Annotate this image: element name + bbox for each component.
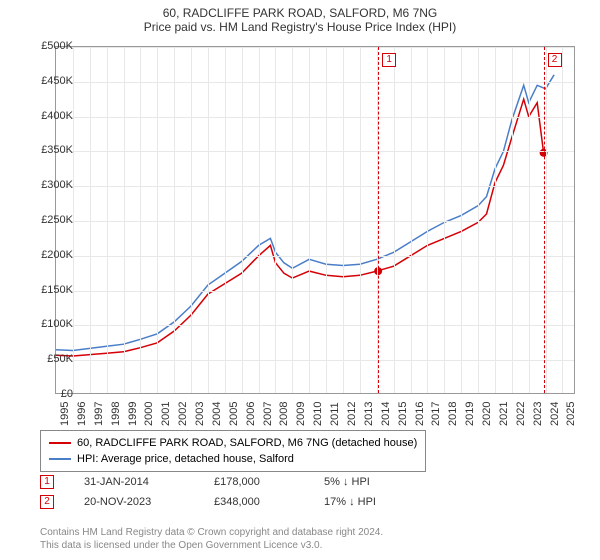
marker-vline [544,47,545,393]
chart-title-sub: Price paid vs. HM Land Registry's House … [0,20,600,34]
x-axis-label: 2000 [143,402,155,426]
marker-date: 31-JAN-2014 [84,472,184,492]
x-axis-label: 2005 [228,402,240,426]
x-axis-label: 2012 [346,402,358,426]
chart-plot-area: 12 [55,46,575,394]
x-axis-label: 2009 [295,402,307,426]
marker-data-table: 1 31-JAN-2014 £178,000 5% ↓ HPI 2 20-NOV-2023… [40,472,424,512]
table-row: 1 31-JAN-2014 £178,000 5% ↓ HPI [40,472,424,492]
y-axis-label: £200K [25,249,73,261]
y-axis-label: £350K [25,144,73,156]
table-row: 2 20-NOV-2023 £348,000 17% ↓ HPI [40,492,424,512]
x-axis-label: 2006 [245,402,257,426]
legend-swatch [49,442,71,444]
x-axis-label: 2010 [312,402,324,426]
x-axis-label: 2020 [481,402,493,426]
y-axis-label: £400K [25,110,73,122]
x-axis-label: 1996 [76,402,88,426]
footer-line-1: Contains HM Land Registry data © Crown c… [40,526,383,539]
marker-cell: 2 [40,495,54,509]
x-axis-label: 2004 [211,402,223,426]
x-axis-label: 1999 [127,402,139,426]
y-axis-label: £450K [25,75,73,87]
y-axis-label: £100K [25,318,73,330]
y-axis-label: £300K [25,179,73,191]
legend-item: HPI: Average price, detached house, Salf… [49,451,417,467]
x-axis-label: 2003 [194,402,206,426]
marker-delta: 5% ↓ HPI [324,472,424,492]
y-axis-label: £0 [25,388,73,400]
x-axis-label: 2007 [262,402,274,426]
x-axis-label: 2002 [177,402,189,426]
x-axis-label: 2023 [532,402,544,426]
x-axis-label: 2013 [363,402,375,426]
x-axis-label: 1998 [110,402,122,426]
x-axis-label: 2011 [329,402,341,426]
x-axis-label: 2001 [160,402,172,426]
legend-swatch [49,458,71,460]
legend-item: 60, RADCLIFFE PARK ROAD, SALFORD, M6 7NG… [49,435,417,451]
marker-flag: 1 [382,53,396,67]
legend-label: HPI: Average price, detached house, Salf… [77,451,294,467]
x-axis-label: 2019 [464,402,476,426]
x-axis-label: 2016 [414,402,426,426]
footer-line-2: This data is licensed under the Open Gov… [40,539,383,552]
marker-vline [378,47,379,393]
marker-delta: 17% ↓ HPI [324,492,424,512]
marker-price: £348,000 [214,492,294,512]
y-axis-label: £150K [25,284,73,296]
x-axis-label: 1995 [59,402,71,426]
x-axis-label: 2022 [515,402,527,426]
marker-date: 20-NOV-2023 [84,492,184,512]
y-axis-label: £250K [25,214,73,226]
chart-title-main: 60, RADCLIFFE PARK ROAD, SALFORD, M6 7NG [0,6,600,20]
x-axis-label: 2025 [565,402,577,426]
marker-flag: 2 [548,53,562,67]
legend-label: 60, RADCLIFFE PARK ROAD, SALFORD, M6 7NG… [77,435,417,451]
x-axis-label: 2008 [278,402,290,426]
marker-price: £178,000 [214,472,294,492]
x-axis-label: 2017 [430,402,442,426]
footer-attribution: Contains HM Land Registry data © Crown c… [40,526,383,552]
x-axis-label: 2018 [447,402,459,426]
legend: 60, RADCLIFFE PARK ROAD, SALFORD, M6 7NG… [40,430,426,472]
series-line [56,99,544,356]
x-axis-label: 2024 [549,402,561,426]
x-axis-label: 2021 [498,402,510,426]
x-axis-label: 2015 [397,402,409,426]
y-axis-label: £500K [25,40,73,52]
x-axis-label: 2014 [380,402,392,426]
x-axis-label: 1997 [93,402,105,426]
y-axis-label: £50K [25,353,73,365]
marker-cell: 1 [40,475,54,489]
